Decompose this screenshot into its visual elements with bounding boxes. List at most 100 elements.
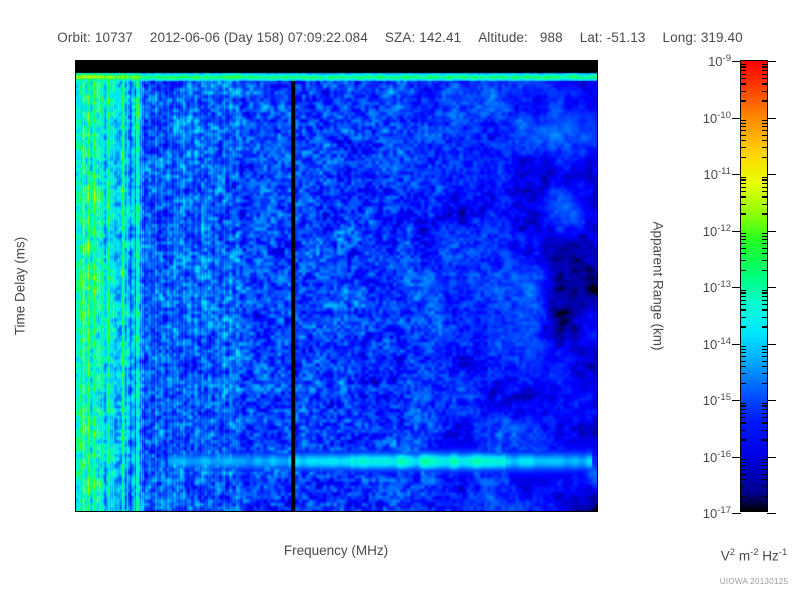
orbit-value: 10737 [94, 30, 133, 45]
colorbar-major-tick [767, 117, 776, 119]
colorbar-minor-tick [741, 66, 746, 68]
x-axis-minor-tick [512, 511, 513, 512]
x-axis-major-tick [163, 511, 164, 512]
x-axis-top-tick [589, 60, 590, 61]
x-axis-top-tick [163, 60, 164, 61]
colorbar-minor-tick [762, 83, 767, 85]
x-axis-top-tick [318, 60, 319, 61]
colorbar-major-tick [767, 343, 776, 345]
colorbar-minor-tick [762, 360, 767, 362]
x-axis-top-tick [270, 60, 271, 61]
y-axis-left-minor-tick [75, 332, 76, 333]
colorbar-minor-tick [741, 269, 746, 272]
y-axis-left-minor-tick [75, 212, 76, 213]
y-axis-right-minor-tick [597, 342, 598, 343]
colorbar-minor-tick [762, 233, 767, 235]
colorbar-major-tick [732, 343, 741, 345]
colorbar-minor-tick [741, 326, 746, 328]
colorbar-minor-tick [741, 213, 746, 215]
metadata-header: Orbit: 10737 2012-06-06 (Day 158) 07:09:22… [0, 30, 800, 45]
x-axis-top-tick [560, 60, 561, 61]
colorbar-minor-tick [741, 176, 746, 178]
y-axis-left-minor-tick [75, 498, 76, 499]
colorbar-minor-tick [741, 469, 746, 471]
colorbar-minor-tick [762, 439, 767, 441]
colorbar-minor-tick [741, 461, 746, 464]
x-axis-minor-tick [531, 511, 532, 512]
colorbar-minor-tick [762, 299, 767, 301]
colorbar-minor-tick [741, 122, 746, 125]
colorbar-minor-tick [762, 186, 767, 188]
colorbar-minor-tick [762, 405, 767, 407]
colorbar-minor-tick [762, 422, 767, 424]
colorbar-minor-tick [762, 130, 767, 132]
colorbar-minor-tick [762, 365, 767, 368]
colorbar-minor-tick [762, 134, 767, 136]
x-axis-top-tick [473, 60, 474, 61]
colorbar-minor-tick [762, 408, 767, 410]
colorbar-major-tick [767, 287, 776, 289]
colorbar-minor-tick [741, 203, 746, 205]
x-axis-top-tick [76, 60, 77, 61]
colorbar[interactable]: 10-9 10-10 10-11 10-12 10-13 10-14 10-15 10-16 1… [703, 53, 776, 521]
x-axis-minor-tick [124, 511, 125, 512]
x-axis-minor-tick [153, 511, 154, 512]
colorbar-minor-tick [762, 66, 767, 68]
x-axis-top-tick [250, 60, 251, 61]
y-axis-right-major-tick [597, 302, 598, 303]
colorbar-minor-tick [762, 260, 767, 262]
colorbar-minor-tick [762, 402, 767, 404]
y-axis-right-minor-tick [597, 262, 598, 263]
colorbar-major-tick [732, 230, 741, 232]
spectrogram-plot-area[interactable]: 0.1.2.3.4.5.6.7. 0.200.400.600.800.1000.… [75, 60, 598, 512]
x-axis-minor-tick [183, 511, 184, 512]
colorbar-minor-tick [741, 292, 746, 294]
x-axis-minor-tick [338, 511, 339, 512]
x-axis-title: Frequency (MHz) [283, 543, 389, 558]
colorbar-minor-tick [741, 126, 746, 128]
colorbar-minor-tick [762, 295, 767, 297]
colorbar-minor-tick [741, 346, 746, 348]
colorbar-minor-tick [741, 147, 746, 149]
colorbar-minor-tick [741, 429, 746, 431]
x-axis-minor-tick [318, 511, 319, 512]
colorbar-minor-tick [741, 100, 746, 102]
credit-watermark: UIOWA 20130125 [719, 577, 789, 586]
x-axis-top-tick [221, 60, 222, 61]
x-axis-minor-tick [144, 511, 145, 512]
x-axis-top-tick [308, 60, 309, 61]
colorbar-major-tick [732, 456, 741, 458]
x-axis-minor-tick [270, 511, 271, 512]
y-axis-right-minor-tick [597, 101, 598, 102]
colorbar-minor-tick [762, 326, 767, 328]
colorbar-minor-tick [762, 429, 767, 431]
x-axis-minor-tick [76, 511, 77, 512]
x-axis-top-tick [115, 60, 116, 61]
x-axis-minor-tick [463, 511, 464, 512]
colorbar-minor-tick [762, 147, 767, 149]
colorbar-minor-tick [741, 69, 746, 71]
x-axis-minor-tick [396, 511, 397, 512]
colorbar-minor-tick [762, 247, 767, 249]
x-axis-major-tick [551, 511, 552, 512]
x-axis-top-tick [289, 60, 290, 61]
x-axis-top-tick [241, 60, 242, 61]
colorbar-minor-tick [741, 196, 746, 198]
x-axis-top-tick [153, 60, 154, 61]
x-axis-top-tick [425, 60, 426, 61]
colorbar-minor-tick [762, 126, 767, 128]
x-axis-top-tick [444, 60, 445, 61]
colorbar-major-tick [732, 513, 741, 515]
colorbar-minor-tick [741, 365, 746, 368]
x-axis-top-tick [492, 60, 493, 61]
altitude-value: 988 [539, 30, 563, 45]
colorbar-tick-label: 10-15 [702, 391, 731, 409]
colorbar-tick-label: 10-14 [702, 335, 731, 352]
y-axis-left-minor-tick [75, 91, 76, 92]
x-axis-minor-tick [560, 511, 561, 512]
x-axis-top-tick [231, 60, 232, 61]
colorbar-minor-tick [762, 461, 767, 464]
x-axis-top-tick [541, 60, 542, 61]
lat-value: -51.13 [606, 30, 646, 45]
colorbar-minor-tick [741, 130, 746, 132]
